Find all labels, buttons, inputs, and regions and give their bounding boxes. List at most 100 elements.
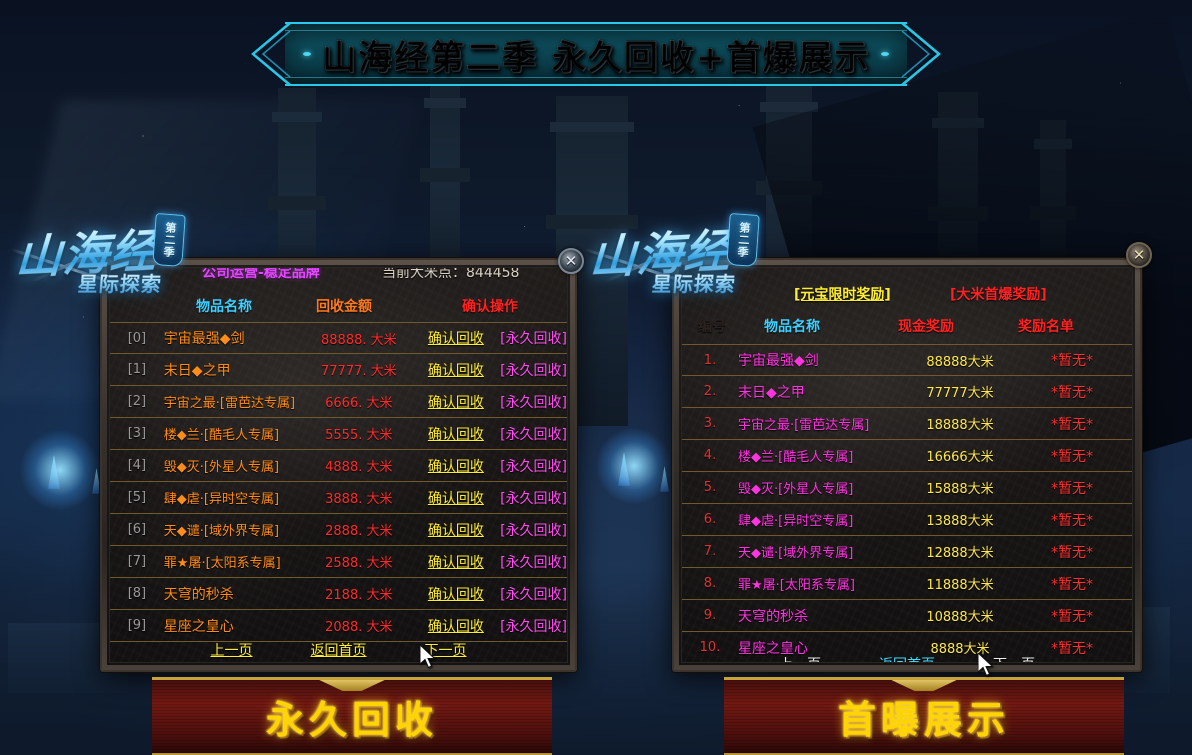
row-index: 9. — [703, 608, 717, 623]
rice-points-label: 当前大米点：844458 — [382, 267, 520, 281]
table-row: 5. 毁◆灭·[外星人专属] 15888大米 *暂无* — [682, 472, 1132, 504]
left-pager-prev[interactable]: 上一页 — [210, 643, 253, 659]
row-item-name: 天◆谴·[域外界专属] — [738, 546, 854, 561]
row-index: [8] — [127, 586, 147, 601]
row-confirm-button[interactable]: 确认回收 — [427, 458, 484, 475]
title-dot-left-icon — [303, 52, 311, 56]
row-confirm-button[interactable]: 确认回收 — [427, 331, 484, 347]
row-confirm-button[interactable]: 确认回收 — [427, 586, 484, 603]
energy-glow — [596, 428, 672, 504]
left-pager-home[interactable]: 返回首页 — [310, 643, 367, 659]
row-index: [3] — [127, 426, 147, 441]
right-pager: 上一页 返回首页 下一页 — [682, 654, 1132, 662]
row-item-name: 毁◆灭·[外星人专属] — [163, 460, 280, 475]
row-tag: [永久回收] — [500, 394, 567, 411]
row-item-name: 天◆谴·[域外界专属] — [163, 524, 280, 539]
row-tag: [永久回收] — [500, 426, 567, 443]
tab-yuanbao-reward[interactable]: [元宝限时奖励] — [794, 287, 891, 303]
row-index: 8. — [703, 576, 717, 591]
row-reward-list: *暂无* — [1051, 512, 1093, 529]
table-row: 9. 天穹的秒杀 10888大米 *暂无* — [682, 600, 1132, 632]
energy-glow — [20, 430, 100, 510]
recycle-window-body: 公司运营-稳定品牌 当前大米点：844458 物品名称 回收金额 确认操作 [0… — [109, 267, 568, 663]
table-row: [8] 天穹的秒杀 2188. 大米 确认回收 [永久回收] — [110, 578, 567, 610]
row-reward: 13888大米 — [926, 514, 994, 529]
row-index: [4] — [127, 458, 147, 473]
row-amount: 4888. 大米 — [325, 460, 393, 475]
right-col-reward: 现金奖励 — [898, 319, 954, 335]
right-col-list: 奖励名单 — [1018, 319, 1074, 335]
row-tag: [永久回收] — [500, 331, 567, 347]
row-index: [9] — [127, 618, 147, 633]
recycle-window: 公司运营-稳定品牌 当前大米点：844458 物品名称 回收金额 确认操作 [0… — [100, 258, 577, 672]
row-reward: 12888大米 — [926, 546, 994, 561]
row-confirm-button[interactable]: 确认回收 — [427, 522, 484, 539]
title-right-arrow-icon — [901, 22, 945, 86]
row-reward-list: *暂无* — [1051, 353, 1093, 369]
left-pager-next[interactable]: 下一页 — [424, 643, 467, 659]
table-row: [6] 天◆谴·[域外界专属] 2888. 大米 确认回收 [永久回收] — [110, 514, 567, 546]
row-tag: [永久回收] — [500, 586, 567, 603]
row-index: 3. — [703, 416, 717, 431]
right-pager-prev[interactable]: 上一页 — [779, 654, 821, 662]
row-amount: 6666. 大米 — [325, 396, 393, 411]
table-row: [7] 罪★屠·[太阳系专属] 2588. 大米 确认回收 [永久回收] — [110, 546, 567, 578]
row-confirm-button[interactable]: 确认回收 — [427, 362, 484, 379]
row-reward-list: *暂无* — [1051, 608, 1093, 625]
row-item-name: 星座之皇心 — [163, 618, 234, 635]
table-row: 3. 宇宙之最·[雷芭达专属] 18888大米 *暂无* — [682, 408, 1132, 440]
row-index: 1. — [703, 352, 717, 368]
row-reward: 77777大米 — [926, 386, 994, 401]
right-pager-home[interactable]: 返回首页 — [879, 654, 935, 662]
left-banner-text: 永久回收 — [265, 697, 438, 742]
row-reward-list: *暂无* — [1051, 480, 1093, 497]
left-slogan: 公司运营-稳定品牌 — [202, 267, 320, 281]
left-bottom-banner: 永久回收 — [152, 677, 552, 755]
table-row: 8. 罪★屠·[太阳系专属] 11888大米 *暂无* — [682, 568, 1132, 600]
row-confirm-button[interactable]: 确认回收 — [427, 394, 484, 411]
row-item-name: 宇宙最强◆剑 — [738, 353, 819, 369]
row-amount: 2088. 大米 — [325, 620, 393, 635]
title-plate — [285, 22, 907, 86]
row-index: [7] — [127, 554, 147, 569]
row-item-name: 天穹的秒杀 — [163, 586, 234, 603]
row-reward: 16666大米 — [926, 450, 994, 465]
left-col-name: 物品名称 — [196, 299, 252, 315]
row-index: [1] — [127, 362, 147, 377]
row-amount: 5555. 大米 — [325, 428, 393, 443]
banner-notch-icon — [885, 680, 963, 691]
row-item-name: 罪★屠·[太阳系专属] — [738, 578, 855, 593]
top-title-banner: 山海经第二季 永久回收+首爆展示 — [247, 22, 945, 86]
recycle-table: [0] 宇宙最强◆剑 88888. 大米 确认回收 [永久回收] [1] 末日◆之甲 7777… — [110, 322, 567, 642]
reward-window-body: [元宝限时奖励] [大米首爆奖励] 编号 物品名称 现金奖励 奖励名单 1. 宇宙… — [681, 267, 1133, 663]
right-pager-next[interactable]: 下一页 — [993, 654, 1035, 662]
row-amount: 77777. 大米 — [321, 364, 397, 379]
row-reward-list: *暂无* — [1051, 416, 1093, 433]
row-confirm-button[interactable]: 确认回收 — [427, 618, 484, 635]
table-row: 7. 天◆谴·[域外界专属] 12888大米 *暂无* — [682, 536, 1132, 568]
row-amount: 2888. 大米 — [325, 524, 393, 539]
row-item-name: 末日◆之甲 — [163, 362, 231, 379]
table-row: 4. 楼◆兰·[酷毛人专属] 16666大米 *暂无* — [682, 440, 1132, 472]
table-row: [9] 星座之皇心 2088. 大米 确认回收 [永久回收] — [110, 610, 567, 642]
row-confirm-button[interactable]: 确认回收 — [427, 490, 484, 507]
row-index: 4. — [703, 448, 717, 463]
row-item-name: 楼◆兰·[酷毛人专属] — [738, 450, 854, 465]
row-confirm-button[interactable]: 确认回收 — [427, 426, 484, 443]
left-col-action: 确认操作 — [462, 299, 518, 315]
row-reward: 88888大米 — [926, 354, 994, 370]
row-confirm-button[interactable]: 确认回收 — [427, 554, 484, 571]
row-index: 5. — [703, 480, 717, 495]
title-left-arrow-icon — [247, 22, 291, 86]
reward-window: [元宝限时奖励] [大米首爆奖励] 编号 物品名称 现金奖励 奖励名单 1. 宇宙… — [672, 258, 1142, 672]
table-row: [2] 宇宙之最·[雷芭达专属] 6666. 大米 确认回收 [永久回收] — [110, 386, 567, 418]
row-amount: 3888. 大米 — [325, 492, 393, 507]
row-item-name: 毁◆灭·[外星人专属] — [738, 482, 854, 497]
right-banner-text: 首曝展示 — [837, 697, 1010, 742]
left-close-button[interactable]: ✕ — [558, 248, 584, 274]
row-item-name: 肆◆虐·[异时空专属] — [738, 514, 854, 529]
page-title: 山海经第二季 永久回收+首爆展示 — [247, 22, 945, 86]
table-row: [4] 毁◆灭·[外星人专属] 4888. 大米 确认回收 [永久回收] — [110, 450, 567, 482]
tab-rice-first-reward[interactable]: [大米首爆奖励] — [950, 287, 1047, 303]
right-close-button[interactable]: ✕ — [1126, 242, 1152, 268]
